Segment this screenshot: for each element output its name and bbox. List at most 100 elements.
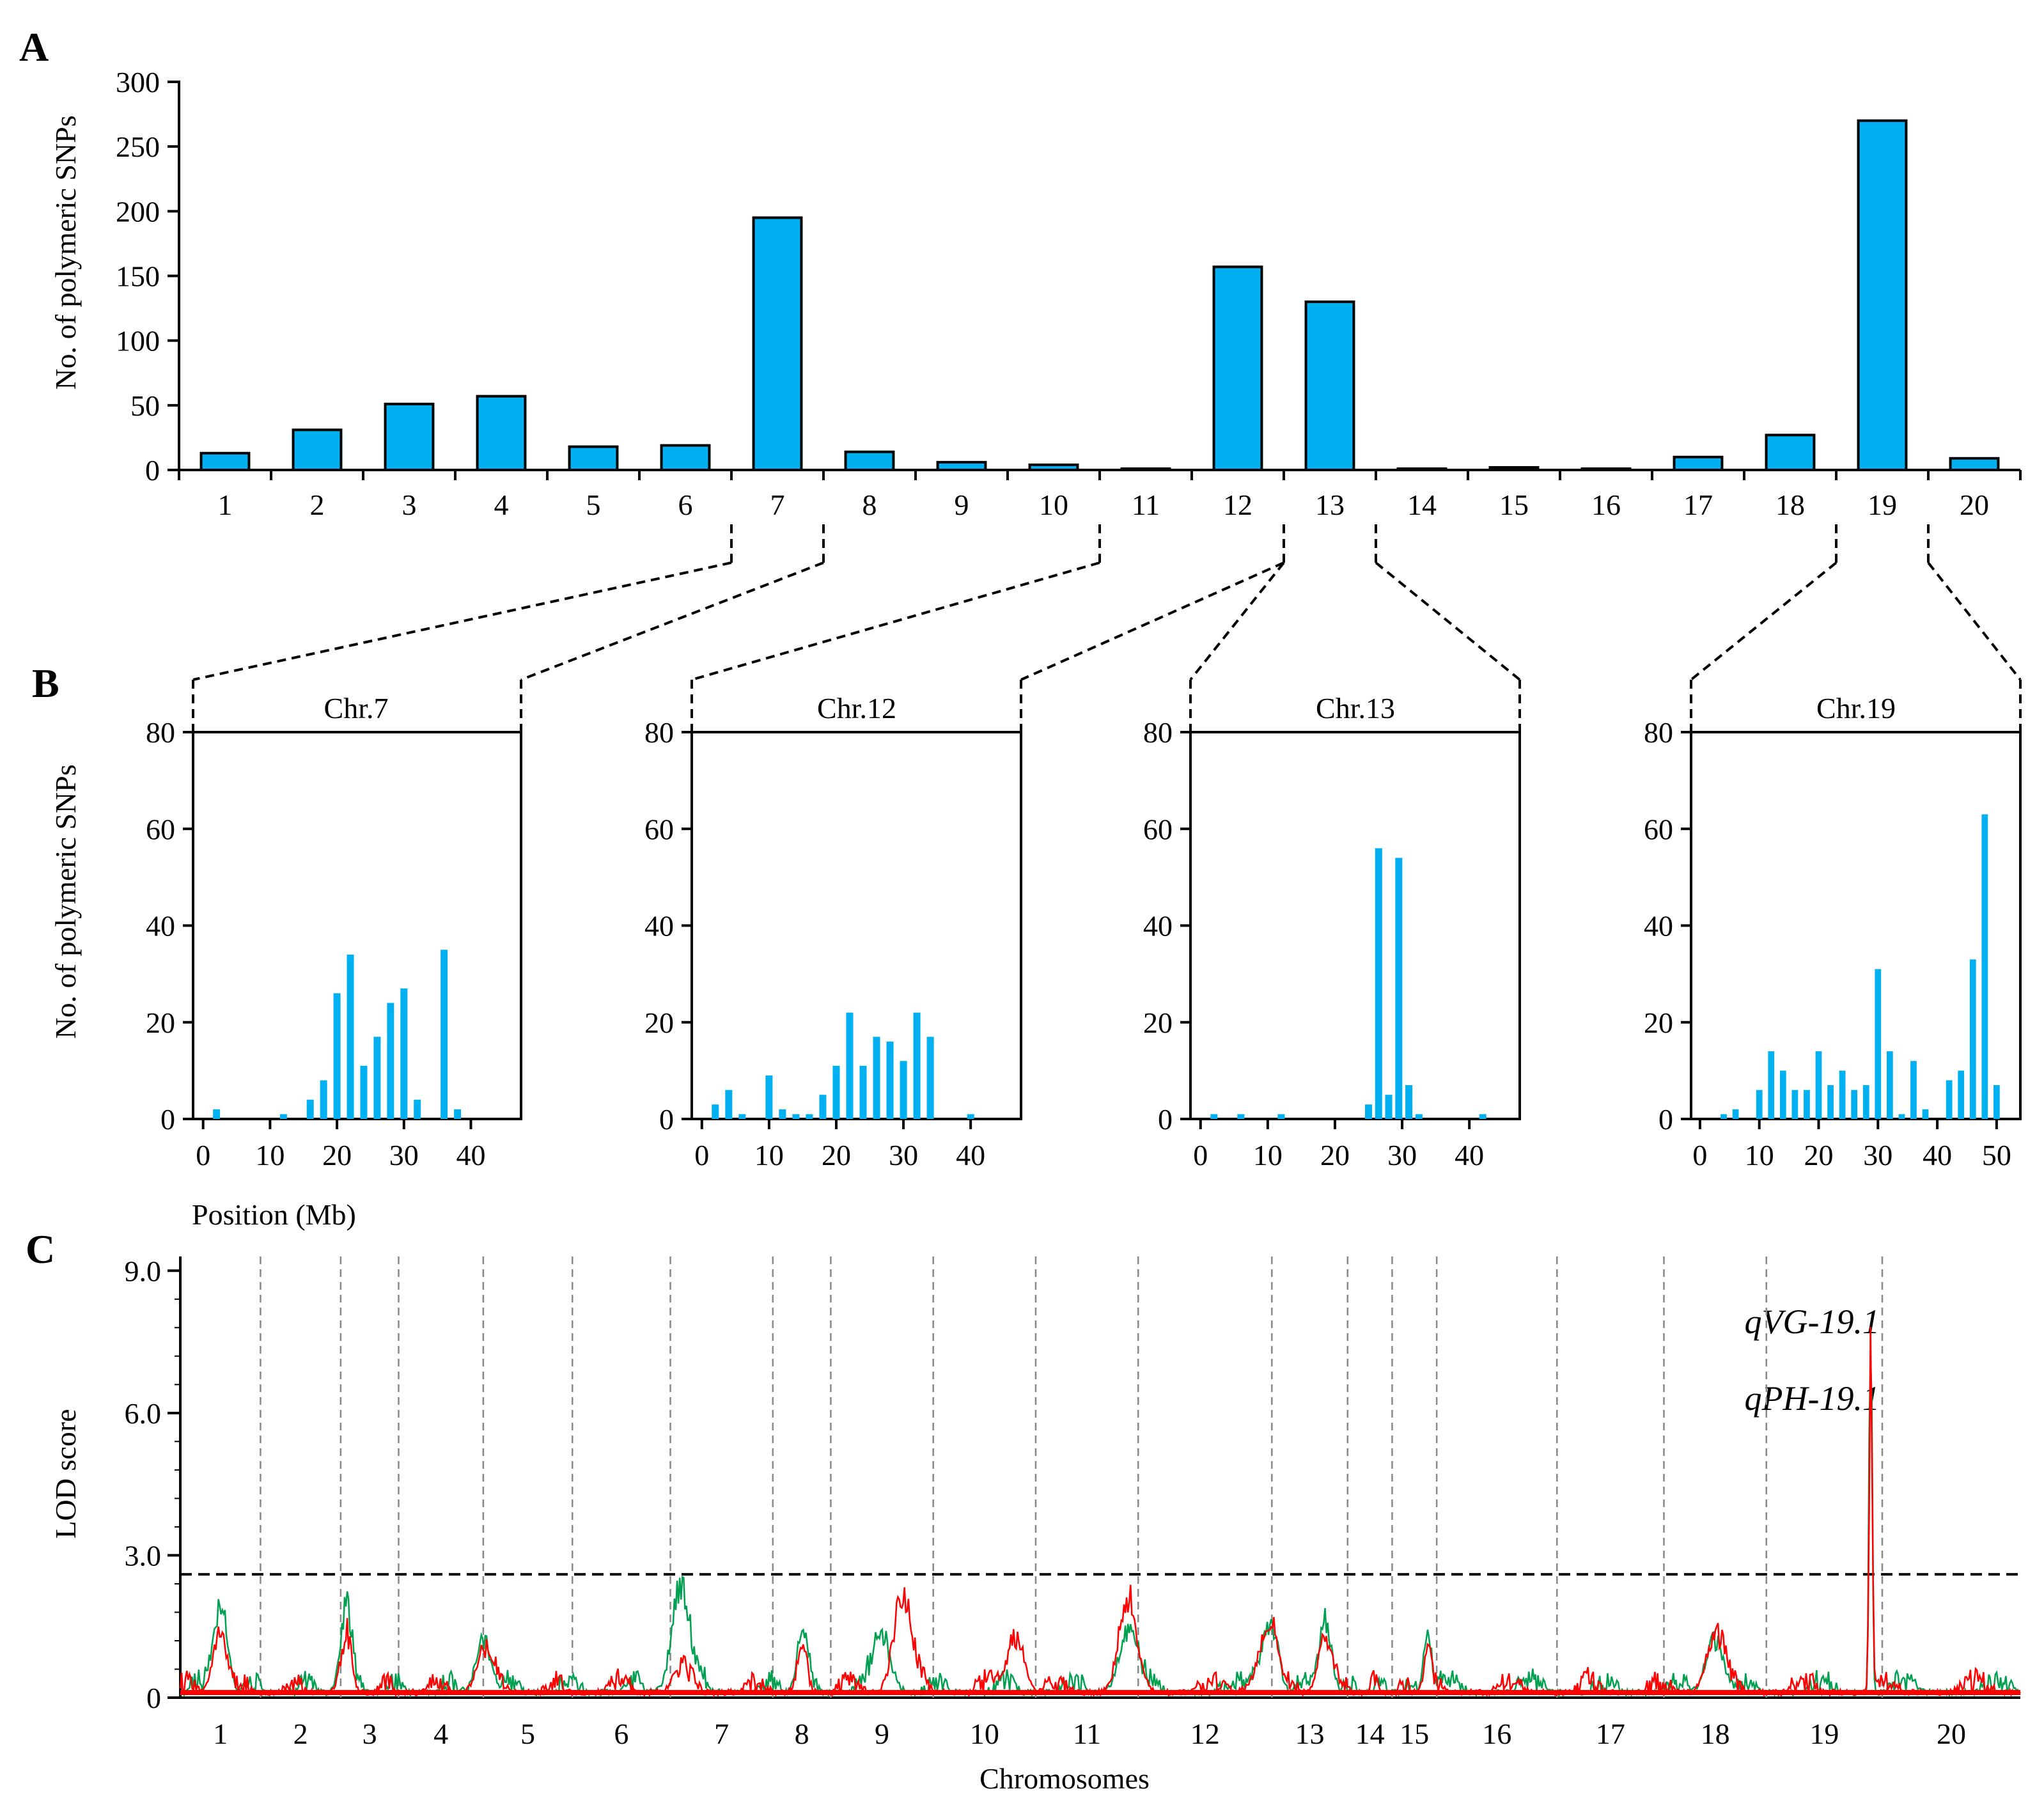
panel-c-chromosome-label: 13 bbox=[1295, 1717, 1325, 1750]
panel-b-y-tick-label: 40 bbox=[146, 910, 175, 943]
panel-b-bar bbox=[1875, 969, 1882, 1119]
panel-a-x-tick-label: 10 bbox=[1039, 489, 1068, 521]
panel-b-bar bbox=[1365, 1104, 1373, 1119]
panel-c-chromosome-label: 19 bbox=[1809, 1717, 1839, 1750]
panel-c-y-tick-label: 3.0 bbox=[125, 1539, 162, 1572]
panel-b-x-tick-label: 30 bbox=[1387, 1139, 1417, 1171]
panel-b-x-tick-label: 10 bbox=[255, 1139, 285, 1171]
panel-a-y-tick-label: 150 bbox=[116, 260, 160, 293]
panel-b-bar bbox=[1779, 1070, 1786, 1119]
panel-b-x-tick-label: 20 bbox=[1320, 1139, 1350, 1171]
panel-c-chromosome-label: 8 bbox=[795, 1717, 809, 1750]
panel-b-bar bbox=[387, 1003, 394, 1119]
panel-a-x-tick-label: 2 bbox=[310, 489, 325, 521]
panel-c-chromosome-label: 4 bbox=[433, 1717, 448, 1750]
panel-a-x-tick-label: 5 bbox=[586, 489, 601, 521]
panel-a-bar bbox=[384, 402, 435, 471]
panel-b-bar bbox=[1922, 1109, 1929, 1119]
panel-b-bar bbox=[926, 1036, 934, 1119]
panel-b-bar bbox=[1910, 1061, 1917, 1119]
panel-b-bar bbox=[1405, 1085, 1413, 1119]
panel-b-bar bbox=[859, 1065, 867, 1119]
panel-b-y-tick-label: 60 bbox=[1143, 813, 1173, 845]
panel-a-x-tick-label: 9 bbox=[955, 489, 969, 521]
panel-b-bar bbox=[1768, 1051, 1775, 1119]
panel-b-y-tick-label: 0 bbox=[1158, 1103, 1173, 1136]
panel-b-bar bbox=[306, 1099, 314, 1119]
panel-b-y-tick-label: 80 bbox=[146, 716, 175, 749]
panel-a-bar bbox=[1857, 119, 1908, 471]
panel-b-bar bbox=[779, 1109, 786, 1119]
panel-b-x-tick-label: 30 bbox=[1863, 1139, 1892, 1171]
panel-b-bar bbox=[400, 988, 408, 1119]
zoom-connector bbox=[1375, 561, 1521, 681]
panel-b-x-tick-label: 0 bbox=[694, 1139, 709, 1171]
panel-b-title-chr7: Chr.7 bbox=[324, 692, 389, 724]
panel-b-bar bbox=[1395, 857, 1403, 1119]
panel-c-chromosome-label: 9 bbox=[875, 1717, 889, 1750]
panel-b-bar bbox=[900, 1061, 907, 1119]
panel-b-x-tick-label: 50 bbox=[1982, 1139, 2011, 1171]
panel-b-bar bbox=[1981, 814, 1988, 1119]
panel-c-chromosome-label: 7 bbox=[714, 1717, 729, 1750]
panel-b-bar bbox=[1815, 1051, 1822, 1119]
panel-b-x-tick-label: 40 bbox=[956, 1139, 985, 1171]
panel-c-y-tick-label: 0 bbox=[146, 1682, 161, 1714]
panel-b-bar bbox=[333, 993, 341, 1119]
panel-b-bar bbox=[1791, 1090, 1798, 1119]
panel-b-bar bbox=[832, 1065, 840, 1119]
panel-c-chromosome-label: 16 bbox=[1482, 1717, 1511, 1750]
panel-c-chromosome-label: 18 bbox=[1701, 1717, 1730, 1750]
panel-a-y-tick-label: 50 bbox=[130, 389, 160, 422]
panel-b-title-chr13: Chr.13 bbox=[1316, 692, 1395, 724]
panel-a-bar bbox=[844, 450, 895, 472]
panel-b-bar bbox=[1732, 1109, 1739, 1119]
panel-b-bar bbox=[1969, 959, 1976, 1119]
panel-c-chromosome-label: 3 bbox=[363, 1717, 377, 1750]
panel-b-bar bbox=[1851, 1090, 1858, 1119]
panel-b-x-tick-label: 10 bbox=[754, 1139, 784, 1171]
panel-a-bar bbox=[936, 460, 987, 471]
panel-a-x-tick-label: 4 bbox=[494, 489, 509, 521]
panel-b-bar bbox=[1385, 1095, 1393, 1119]
panel-b-bar bbox=[886, 1042, 894, 1119]
panel-b-x-tick-label: 20 bbox=[322, 1139, 352, 1171]
panel-b-x-tick-label: 0 bbox=[1692, 1139, 1707, 1171]
panel-a-ylabel: No. of polymeric SNPs bbox=[49, 115, 82, 389]
panel-b-bar bbox=[1756, 1090, 1763, 1119]
zoom-connector bbox=[1189, 561, 1285, 681]
panel-a-bar bbox=[1120, 467, 1171, 472]
panel-b-frame bbox=[690, 731, 1022, 1120]
panel-b-bar bbox=[213, 1109, 221, 1119]
panel-b-bar bbox=[1839, 1070, 1846, 1119]
panel-a-x-tick-label: 12 bbox=[1223, 489, 1252, 521]
panel-b-y-tick-label: 60 bbox=[644, 813, 674, 845]
panel-b-bar bbox=[967, 1114, 974, 1119]
panel-b-bar bbox=[725, 1090, 733, 1119]
panel-b-frame bbox=[192, 731, 522, 1120]
panel-a-bar bbox=[476, 395, 527, 471]
panel-a-x-tick-label: 8 bbox=[862, 489, 877, 521]
panel-a-x-tick-label: 14 bbox=[1407, 489, 1437, 521]
panel-b-bar bbox=[712, 1104, 719, 1119]
panel-a-bar bbox=[1488, 465, 1540, 471]
panel-a-y-tick-label: 0 bbox=[145, 454, 160, 487]
panel-b-bar bbox=[765, 1075, 773, 1119]
zoom-connector bbox=[520, 561, 824, 681]
panel-a-bar bbox=[1765, 434, 1816, 471]
panel-b-bar bbox=[846, 1012, 854, 1119]
panel-b-bar bbox=[806, 1114, 813, 1119]
panel-b-x-tick-label: 30 bbox=[389, 1139, 419, 1171]
panel-b-frame bbox=[1189, 731, 1521, 1120]
panel-b-y-tick-label: 40 bbox=[644, 910, 674, 943]
panel-b-y-tick-label: 0 bbox=[1658, 1103, 1673, 1136]
panel-c-chromosome-label: 2 bbox=[293, 1717, 308, 1750]
panel-b-bar bbox=[1237, 1114, 1245, 1119]
panel-a-bar bbox=[1580, 467, 1632, 472]
panel-a-x-tick-label: 18 bbox=[1775, 489, 1805, 521]
panel-c-xlabel: Chromosomes bbox=[979, 1762, 1150, 1795]
panel-a-bar bbox=[1949, 457, 2000, 471]
panel-b-title-chr12: Chr.12 bbox=[817, 692, 896, 724]
panel-c-chromosome-label: 1 bbox=[213, 1717, 228, 1750]
panel-b-x-tick-label: 10 bbox=[1745, 1139, 1774, 1171]
